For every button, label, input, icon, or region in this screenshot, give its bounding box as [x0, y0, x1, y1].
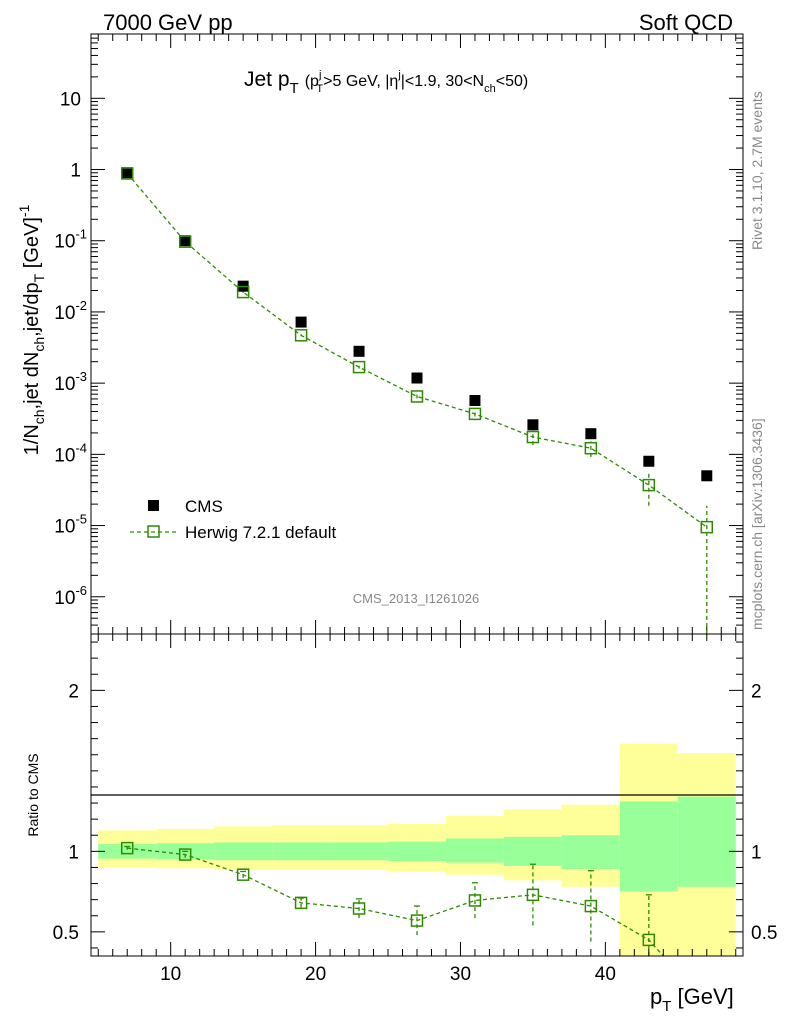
title-cond-open: (p [305, 73, 319, 90]
ratio-bands [98, 743, 736, 956]
mcplots-note: mcplots.cern.ch [arXiv:1306.3436] [749, 418, 765, 630]
main-y-tick-label: 10-4 [54, 440, 87, 466]
cms-point [701, 470, 713, 482]
x-tick-label: 40 [595, 964, 616, 985]
ratio-band-inner [388, 841, 446, 862]
title-sub: T [290, 80, 299, 97]
mc-series-line [126, 173, 708, 528]
legend-mc-label: Herwig 7.2.1 default [185, 523, 336, 542]
mc-point [352, 360, 366, 374]
title-cond-sub2: ch [484, 83, 496, 95]
title-cond-sub: T [316, 83, 323, 95]
legend: CMS Herwig 7.2.1 default [130, 497, 336, 542]
rivet-note: Rivet 3.1.10, 2.7M events [749, 91, 765, 250]
svg-text:1/Nch,jet dNch,jet/dpT [GeV]-1: 1/Nch,jet dNch,jet/dpT [GeV]-1 [16, 204, 47, 455]
title-cond-2: |<1.9, 30<N [401, 73, 484, 90]
ratio-x-ticks: 10 20 30 40 [97, 634, 737, 985]
main-y-tick-label: 10-1 [54, 227, 87, 253]
main-y-tick-label: 10 [60, 89, 81, 110]
mc-point [294, 329, 308, 342]
mc-point [236, 285, 250, 299]
mc-point [120, 167, 134, 180]
ratio-band-inner [445, 838, 504, 863]
main-x-ticks [97, 34, 737, 634]
legend-mc-marker [147, 525, 160, 538]
title-cond-sup2: j [397, 69, 400, 81]
ratio-y-tick-label: 2 [68, 681, 79, 702]
x-axis-label: pT [GeV] [650, 984, 734, 1015]
x-tick-label: 20 [305, 964, 326, 985]
ratio-band-inner [561, 835, 620, 870]
main-y-ticks: 10 1 10-1 10-2 10-3 10-4 10-5 10-6 [54, 33, 743, 635]
main-y-label: 1/Nch,jet dNch,jet/dpT [GeV]-1 [16, 204, 47, 455]
ratio-point [526, 888, 540, 902]
header-right: Soft QCD [639, 10, 733, 35]
main-y-tick-label: 1 [70, 161, 81, 182]
ratio-point [642, 933, 656, 947]
ratio-y-tick-label: 0.5 [53, 923, 79, 944]
title-cond-1: >5 GeV, |η [323, 73, 398, 90]
ratio-band-inner [619, 801, 678, 892]
x-tick-label: 30 [450, 964, 471, 985]
title-main: Jet p [244, 68, 290, 91]
svg-text:Jet pT(pjT>5 GeV, |ηj|<1.9, 30: Jet pT (pj T>5 GeV, |ηj|<1.9, 30<Nch<50) [244, 68, 528, 97]
main-title: Jet pT (pj T>5 GeV, |ηj|<1.9, 30<Nch<50) [244, 68, 528, 97]
ratio-point [468, 894, 482, 907]
ratio-y-label: Ratio to CMS [25, 753, 41, 836]
legend-data-label: CMS [185, 497, 223, 516]
mc-point [700, 520, 714, 534]
cms-point [469, 395, 481, 407]
ratio-y-tick-label: 1 [68, 842, 79, 863]
cms-point [527, 419, 539, 431]
ratio-band-inner [272, 842, 331, 861]
cms-point [179, 235, 191, 247]
title-cond-sup: j [318, 69, 321, 81]
cms-point [585, 428, 597, 440]
ratio-point [352, 902, 366, 915]
ratio-point [120, 841, 134, 855]
main-y-tick-label: 10-6 [54, 583, 87, 609]
ratio-point [236, 868, 250, 881]
legend-data-marker [148, 500, 159, 511]
title-cond-3: <50) [496, 73, 528, 90]
mc-point [410, 390, 424, 403]
mc-point [584, 441, 598, 455]
ratio-band-inner [503, 836, 562, 866]
ratio-y-ticks: 0.5 0.5 1 1 2 2 [53, 641, 777, 949]
ratio-y-tick-label-right: 2 [751, 681, 762, 702]
cms-point [643, 455, 655, 467]
mc-point [642, 478, 656, 492]
mc-point [178, 235, 192, 248]
cms-point [353, 345, 365, 357]
cms-point [121, 167, 133, 179]
ratio-point [178, 848, 192, 861]
cms-point [295, 316, 307, 328]
ratio-marks [120, 841, 664, 957]
main-y-tick-label: 10-3 [54, 369, 87, 395]
mc-point [526, 430, 540, 444]
ratio-point [584, 899, 598, 913]
ratio-panel: 0.5 0.5 1 1 2 2 10 20 30 40 Ratio to CMS pT [GeV… [25, 633, 777, 1015]
cms-point [411, 372, 423, 384]
ratio-band-inner [214, 842, 273, 861]
ratio-band-inner [98, 844, 157, 859]
main-marks [120, 167, 714, 634]
analysis-id: CMS_2013_I1261026 [353, 591, 480, 606]
main-frame [90, 33, 744, 635]
ratio-point [410, 914, 424, 927]
main-y-tick-label: 10-2 [54, 298, 87, 324]
ratio-band-inner [677, 796, 736, 887]
main-y-tick-label: 10-5 [54, 512, 87, 538]
x-tick-label: 10 [160, 964, 181, 985]
ratio-point [294, 896, 308, 910]
header-left: 7000 GeV pp [103, 10, 233, 35]
mc-point [468, 407, 482, 421]
ratio-y-tick-label-right: 1 [751, 842, 762, 863]
ratio-y-tick-label-right: 0.5 [751, 923, 777, 944]
ratio-band-inner [330, 842, 389, 861]
